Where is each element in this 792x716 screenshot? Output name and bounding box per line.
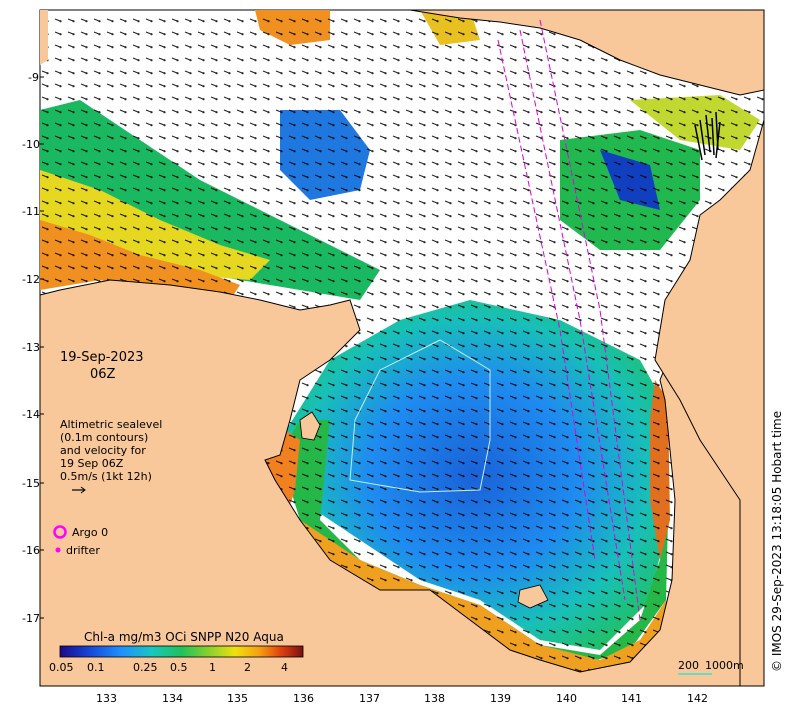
lon-tick: 142	[687, 692, 708, 705]
colorbar-tick: 1	[209, 661, 216, 674]
lon-tick: 136	[293, 692, 314, 705]
colorbar-title: Chl-a mg/m3 OCi SNPP N20 Aqua	[84, 630, 284, 644]
legend-line: and velocity for	[60, 444, 146, 457]
legend-line: 0.5m/s (1kt 12h)	[60, 470, 152, 483]
lon-tick: 141	[621, 692, 642, 705]
date-label: 19-Sep-2023	[60, 350, 144, 365]
lat-tick: -13	[22, 341, 40, 354]
lon-tick: 138	[424, 692, 445, 705]
sealevel-contours	[349, 19, 641, 621]
colorbar-tick: 2	[244, 661, 251, 674]
colorbar-tick: 0.25	[133, 661, 158, 674]
colorbar-tick: 0.5	[170, 661, 188, 674]
lon-axis: 133 134 135 136 137 138 139 140 141 142	[96, 692, 708, 705]
legend-line: (0.1m contours)	[60, 431, 148, 444]
lat-tick: -10	[22, 138, 40, 151]
lon-tick: 137	[359, 692, 380, 705]
drifter-icon	[55, 547, 61, 553]
lon-tick: 140	[556, 692, 577, 705]
lat-tick: -14	[22, 408, 40, 421]
lat-tick: -12	[22, 273, 40, 286]
colorbar: Chl-a mg/m3 OCi SNPP N20 Aqua 0.05 0.1 0…	[49, 630, 304, 674]
lon-tick: 139	[490, 692, 511, 705]
depth-scale-200: 200	[678, 659, 699, 672]
lat-tick: -15	[22, 477, 40, 490]
time-label: 06Z	[90, 367, 116, 382]
legend-line: 19 Sep 06Z	[60, 457, 124, 470]
credit-text: © IMOS 29-Sep-2023 13:18:05 Hobart time	[770, 411, 784, 672]
lat-tick: -17	[22, 612, 40, 625]
colorbar-tick: 0.05	[49, 661, 74, 674]
argo-label: Argo 0	[72, 526, 108, 539]
lat-tick: -11	[22, 205, 40, 218]
legend-line: Altimetric sealevel	[60, 418, 162, 431]
depth-scale-1000: 1000m	[705, 659, 744, 672]
lon-tick: 133	[96, 692, 117, 705]
land	[39, 9, 765, 687]
depth-scale: 200 1000m	[678, 659, 744, 675]
argo-icon	[53, 525, 67, 539]
colorbar-tick: 0.1	[87, 661, 105, 674]
lat-tick: -16	[22, 544, 40, 557]
arrow-cluster	[694, 111, 721, 161]
lat-axis: -9 -10 -11 -12 -13 -14 -15 -16 -17	[22, 71, 44, 625]
drifter-label: drifter	[66, 544, 100, 557]
lat-tick: -9	[28, 71, 39, 84]
lon-tick: 135	[227, 692, 248, 705]
velocity-legend: Altimetric sealevel (0.1m contours) and …	[60, 418, 162, 494]
colorbar-tick: 4	[281, 661, 288, 674]
lon-tick: 134	[162, 692, 183, 705]
